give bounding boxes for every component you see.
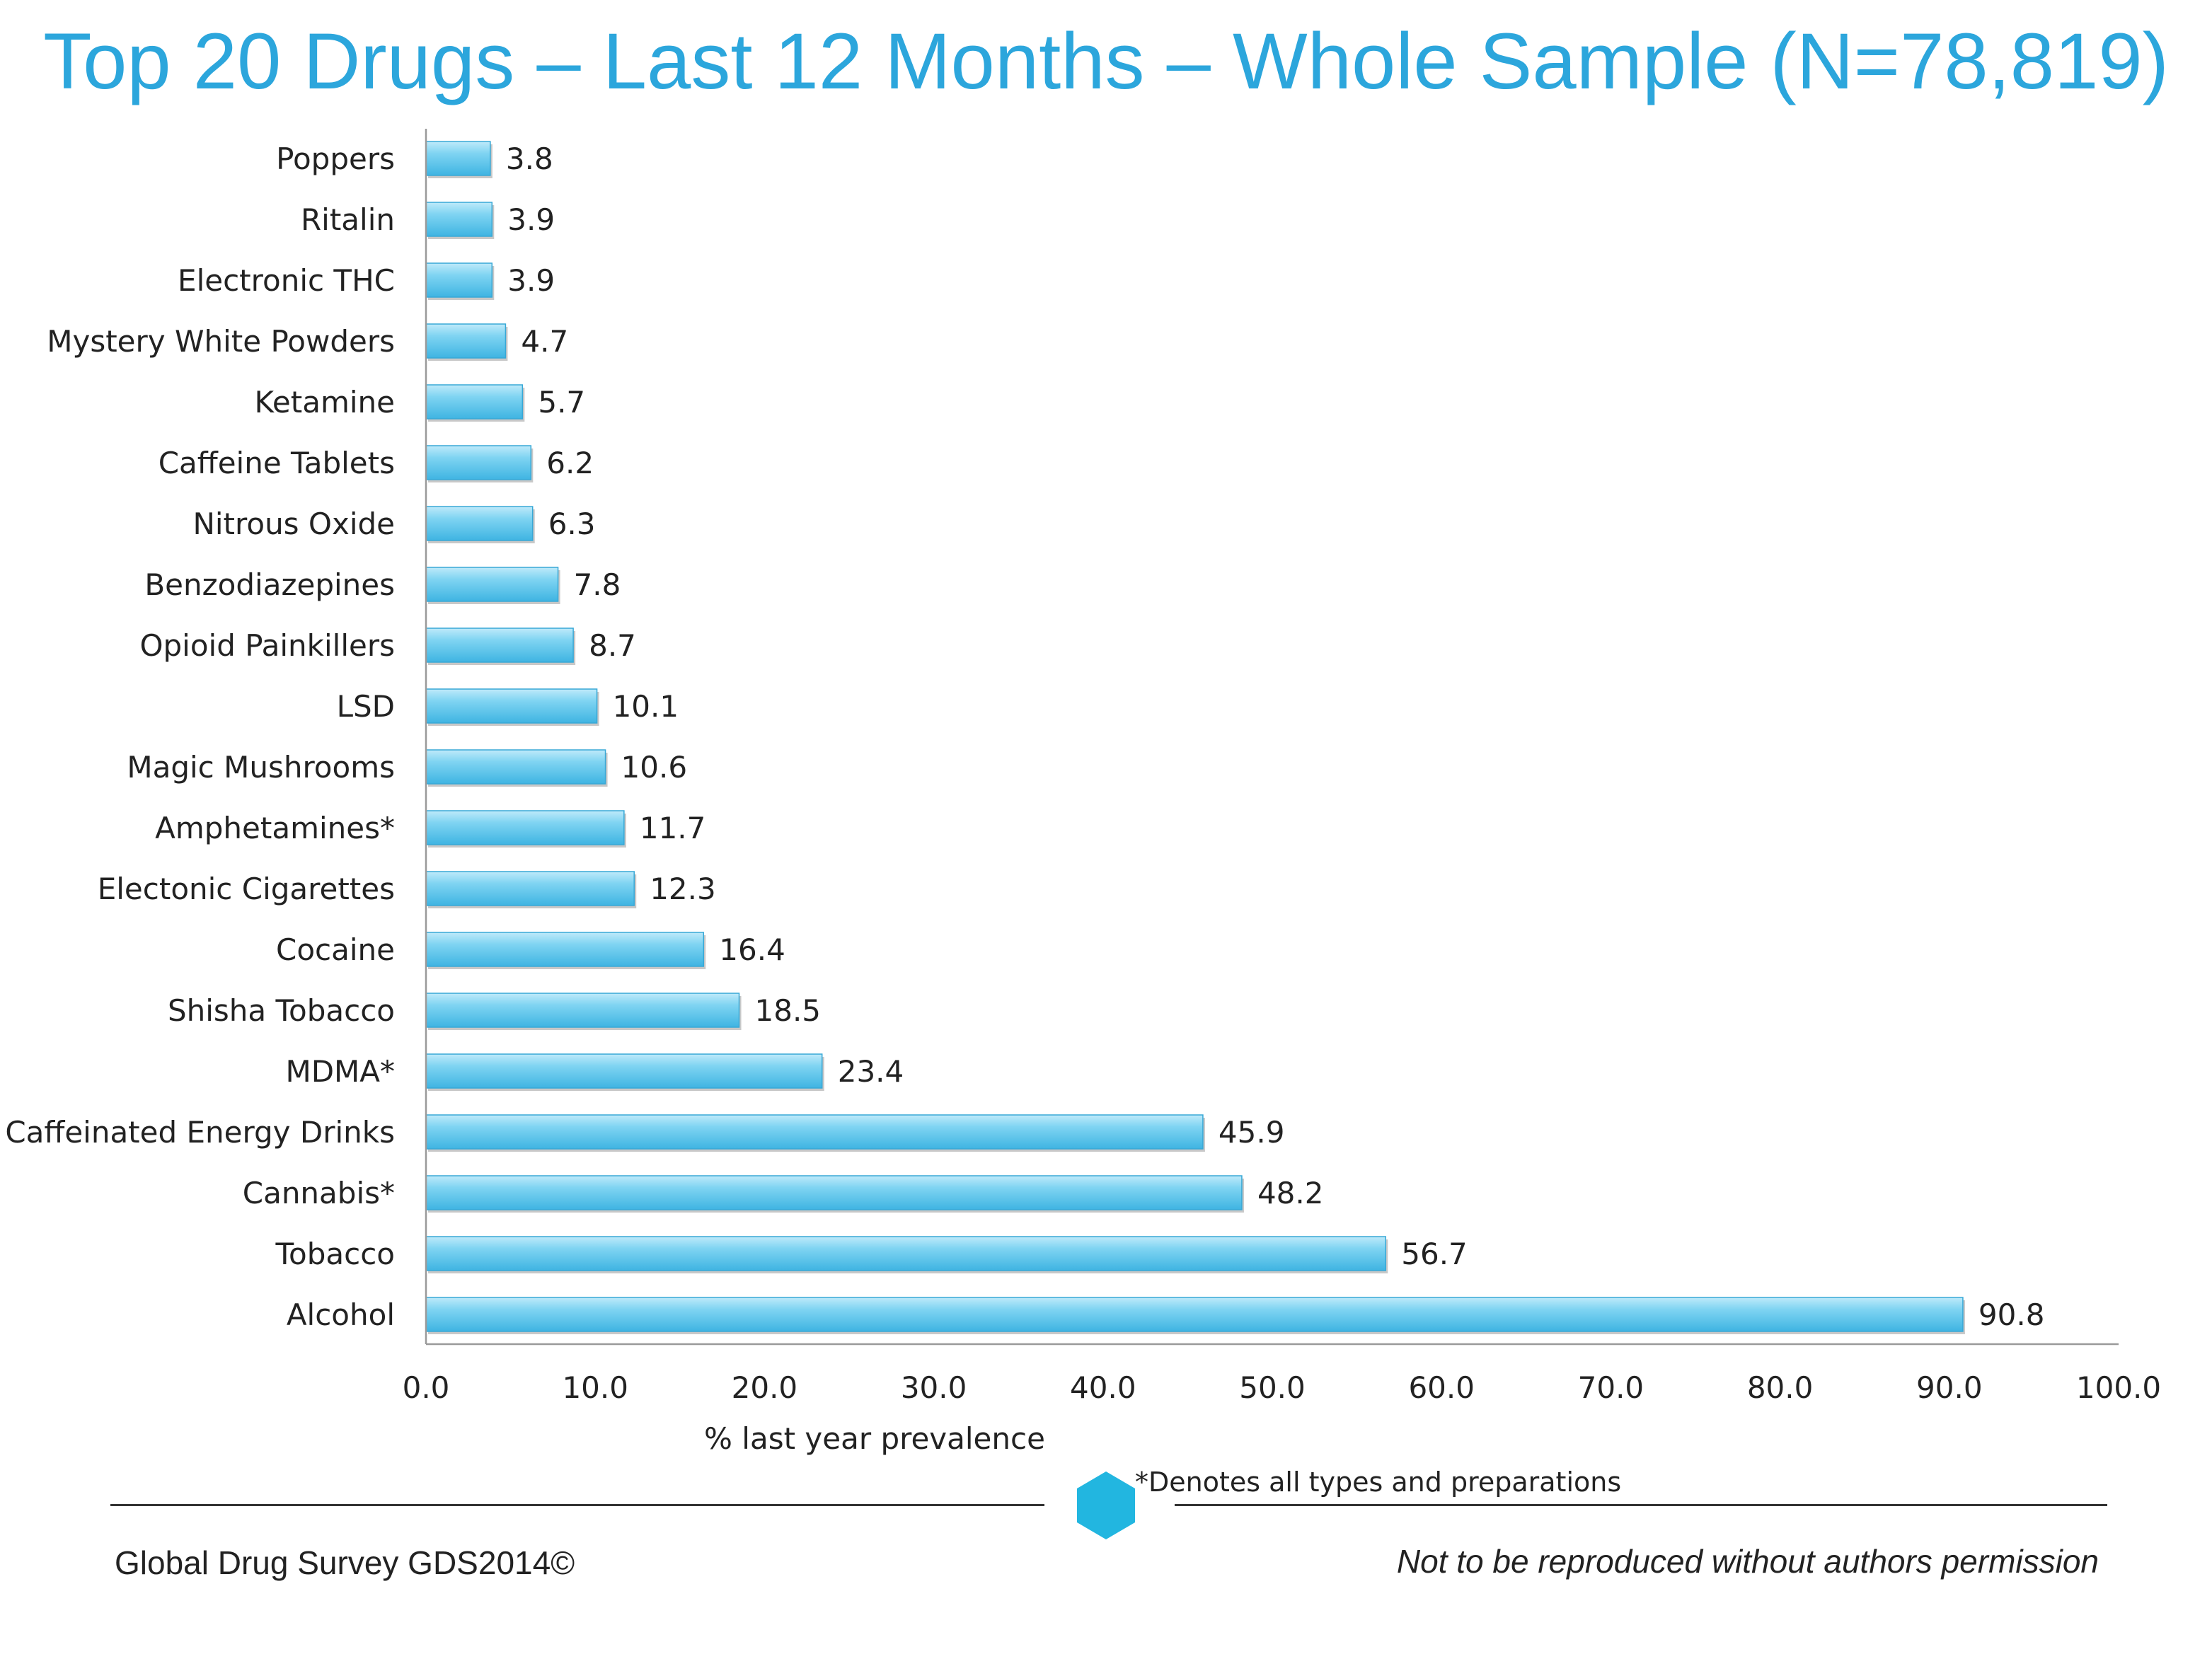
x-tick-label: 30.0 (901, 1370, 967, 1405)
value-label: 90.8 (1978, 1297, 2045, 1332)
value-label: 3.9 (507, 263, 555, 298)
value-label: 6.2 (546, 446, 594, 480)
bar-caffeine-tablets (425, 445, 532, 480)
category-label: Opioid Painkillers (139, 628, 395, 663)
bar-amphetamines (425, 810, 625, 845)
x-tick-label: 40.0 (1070, 1370, 1136, 1405)
value-label: 16.4 (719, 932, 785, 967)
bar-shisha-tobacco (425, 993, 740, 1028)
chart-title: Top 20 Drugs – Last 12 Months – Whole Sa… (43, 17, 2169, 105)
bar-lsd (425, 688, 598, 724)
category-label: Poppers (276, 141, 395, 176)
category-label: Electonic Cigarettes (98, 872, 395, 906)
value-label: 48.2 (1257, 1176, 1324, 1210)
footer-source: Global Drug Survey GDS2014© (115, 1544, 575, 1581)
value-label: 11.7 (640, 811, 706, 845)
x-tick-label: 20.0 (732, 1370, 798, 1405)
axis-layer: 0.0 10.0 20.0 30.0 40.0 50.0 60.0 70.0 80.0 90.0 1… (403, 129, 2161, 1405)
x-tick-label: 100.0 (2076, 1370, 2161, 1405)
x-tick-label: 80.0 (1747, 1370, 1814, 1405)
hexagon-icon (1077, 1471, 1135, 1539)
footer-divider-left (110, 1504, 1044, 1506)
category-label: LSD (337, 689, 395, 724)
value-label: 3.8 (506, 141, 553, 176)
category-label: Shisha Tobacco (168, 993, 395, 1028)
x-tick-label: 90.0 (1916, 1370, 1983, 1405)
category-label: Ritalin (301, 202, 395, 237)
value-label: 10.1 (613, 689, 679, 724)
bar-benzodiazepines (425, 567, 559, 602)
bar-caffeinated-energy-drinks (425, 1114, 1204, 1150)
value-label: 6.3 (548, 507, 596, 541)
category-label: Tobacco (275, 1237, 396, 1271)
bar-magic-mushrooms (425, 749, 606, 785)
value-label: 3.9 (507, 202, 555, 237)
category-label: Nitrous Oxide (192, 507, 395, 541)
footer-divider-right (1175, 1504, 2107, 1506)
bar-electonic-cigarettes (425, 871, 635, 906)
value-label: 10.6 (621, 750, 688, 785)
value-label: 4.7 (521, 324, 568, 359)
bar-ketamine (425, 384, 524, 420)
value-label: 8.7 (589, 628, 636, 663)
bar-mystery-white-powders (425, 323, 507, 359)
bar-cocaine (425, 932, 705, 967)
category-label: Cannabis* (243, 1176, 395, 1210)
category-label: Caffeinated Energy Drinks (5, 1115, 395, 1150)
category-label: Electronic THC (178, 263, 395, 298)
bar-tobacco (425, 1236, 1387, 1271)
category-label: Mystery White Powders (47, 324, 395, 359)
category-label: MDMA* (285, 1054, 395, 1089)
category-label: Benzodiazepines (144, 567, 395, 602)
asterisk-footnote: *Denotes all types and preparations (1135, 1467, 1622, 1498)
value-label: 5.7 (538, 385, 585, 420)
category-label: Cocaine (276, 932, 395, 967)
value-label: 23.4 (838, 1054, 904, 1089)
category-label: Amphetamines* (155, 811, 395, 845)
bar-mdma (425, 1053, 823, 1089)
value-label: 12.3 (650, 872, 716, 906)
bar-electronic-thc (425, 262, 493, 298)
category-label: Magic Mushrooms (127, 750, 395, 785)
bar-nitrous-oxide (425, 506, 534, 541)
x-tick-label: 70.0 (1578, 1370, 1644, 1405)
x-tick-label: 60.0 (1408, 1370, 1475, 1405)
bar-opioid-painkillers (425, 628, 574, 663)
category-label: Ketamine (254, 385, 395, 420)
x-tick-label: 10.0 (562, 1370, 628, 1405)
value-label: 45.9 (1219, 1115, 1285, 1150)
value-label: 18.5 (755, 993, 822, 1028)
x-tick-label: 0.0 (403, 1370, 450, 1405)
bar-cannabis (425, 1175, 1243, 1210)
bar-ritalin (425, 202, 493, 237)
bars-layer: Poppers 3.8 Ritalin 3.9 Electronic THC 3.9 Mys… (5, 141, 2044, 1334)
value-label: 56.7 (1401, 1237, 1468, 1271)
bar-poppers (425, 141, 491, 176)
category-label: Alcohol (287, 1297, 395, 1332)
bar-chart: Poppers 3.8 Ritalin 3.9 Electronic THC 3.9 Mys… (5, 129, 2161, 1456)
value-label: 7.8 (574, 567, 621, 602)
footer-copyright-notice: Not to be reproduced without authors per… (1396, 1543, 2099, 1580)
category-label: Caffeine Tablets (159, 446, 395, 480)
bar-alcohol (425, 1297, 1964, 1332)
x-axis-title: % last year prevalence (704, 1421, 1045, 1456)
x-tick-label: 50.0 (1239, 1370, 1306, 1405)
